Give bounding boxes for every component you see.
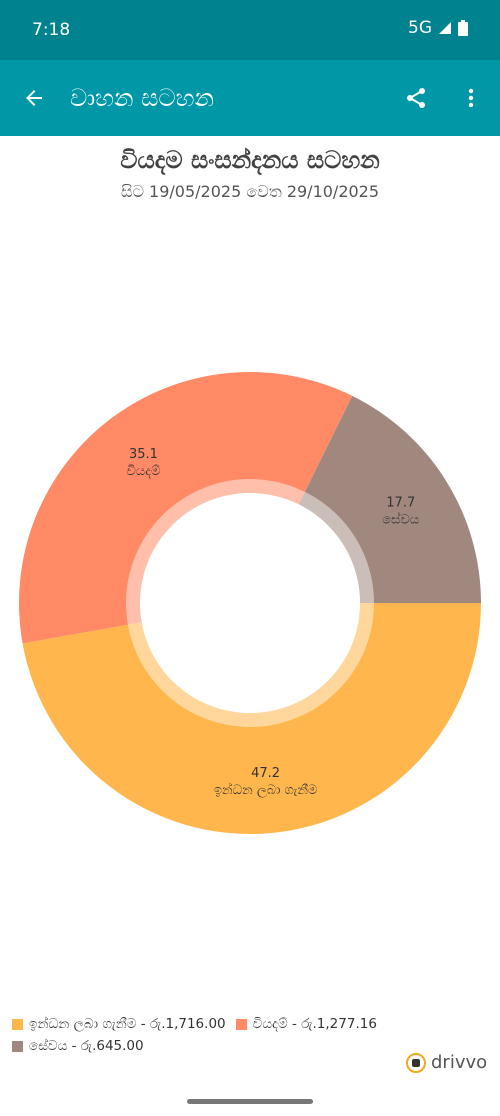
more-options-button[interactable] bbox=[456, 80, 486, 116]
chart-legend: ඉන්ධන ලබා ගැනීම - රු.1,716.00 වියදම් - ර… bbox=[12, 1014, 387, 1058]
slice-category-label: ඉන්ධන ලබා ගැනීම bbox=[214, 782, 317, 798]
slice-value-label: 17.7 bbox=[386, 495, 415, 510]
legend-label: වියදම් bbox=[252, 1016, 288, 1032]
legend-amount: රු.1,716.00 bbox=[149, 1016, 226, 1032]
slice-category-label: වියදම් bbox=[127, 464, 161, 479]
legend-row: ඉන්ධන ලබා ගැනීම - රු.1,716.00 වියදම් - ර… bbox=[12, 1014, 387, 1034]
chart-title: වියදම සංසන්දනය සටහන bbox=[120, 146, 380, 174]
share-button[interactable] bbox=[398, 80, 434, 116]
legend-amount: රු.1,277.16 bbox=[301, 1016, 377, 1032]
legend-row: සේවය - රු.645.00 bbox=[12, 1036, 387, 1056]
legend-item-service: සේවය - රු.645.00 bbox=[12, 1038, 144, 1054]
legend-item-expenses: වියදම් - රු.1,277.16 bbox=[235, 1016, 377, 1032]
back-button[interactable] bbox=[16, 80, 52, 116]
slice-value-label: 47.2 bbox=[251, 766, 280, 781]
legend-swatch bbox=[12, 1040, 23, 1052]
arrow-back-icon bbox=[26, 90, 42, 106]
chart-subtitle: සිට 19/05/2025 වෙත 29/10/2025 bbox=[120, 182, 380, 201]
share-icon bbox=[407, 88, 425, 108]
legend-swatch bbox=[235, 1018, 247, 1030]
legend-label: ඉන්ධන ලබා ගැනීම bbox=[29, 1016, 137, 1032]
brand-mark: drivvo bbox=[406, 1052, 487, 1073]
donut-hole bbox=[140, 493, 360, 713]
status-time: 7:18 bbox=[32, 20, 71, 40]
pie-slice[interactable] bbox=[18, 372, 353, 644]
signal-icon bbox=[439, 22, 451, 34]
network-label: 5G bbox=[408, 18, 432, 38]
app-bar: වාහන සටහන bbox=[0, 60, 500, 136]
legend-swatch bbox=[12, 1018, 23, 1030]
donut-chart: 47.2ඉන්ධන ලබා ගැනීම 35.1 වියදම් 17.7සේවය bbox=[18, 372, 481, 834]
more-vert-icon bbox=[468, 88, 474, 108]
legend-item-fuel: ඉන්ධන ලබා ගැනීම - රු.1,716.00 bbox=[12, 1016, 226, 1032]
legend-amount: රු.645.00 bbox=[80, 1038, 144, 1054]
page-title: වාහන සටහන bbox=[70, 84, 215, 112]
status-bar: 7:18 5G bbox=[0, 0, 500, 60]
slice-value-label: 35.1 bbox=[129, 447, 158, 462]
gesture-nav-bar[interactable] bbox=[187, 1099, 313, 1104]
status-icons: 5G bbox=[408, 18, 468, 38]
drivvo-logo-icon bbox=[406, 1052, 426, 1073]
battery-icon bbox=[458, 20, 468, 36]
brand-name: drivvo bbox=[431, 1052, 488, 1073]
pie-slice[interactable] bbox=[298, 395, 481, 603]
slice-category-label: සේවය bbox=[382, 511, 419, 527]
donut-inner-ring bbox=[126, 479, 374, 727]
legend-label: සේවය bbox=[29, 1038, 68, 1054]
pie-slice[interactable] bbox=[22, 603, 481, 834]
